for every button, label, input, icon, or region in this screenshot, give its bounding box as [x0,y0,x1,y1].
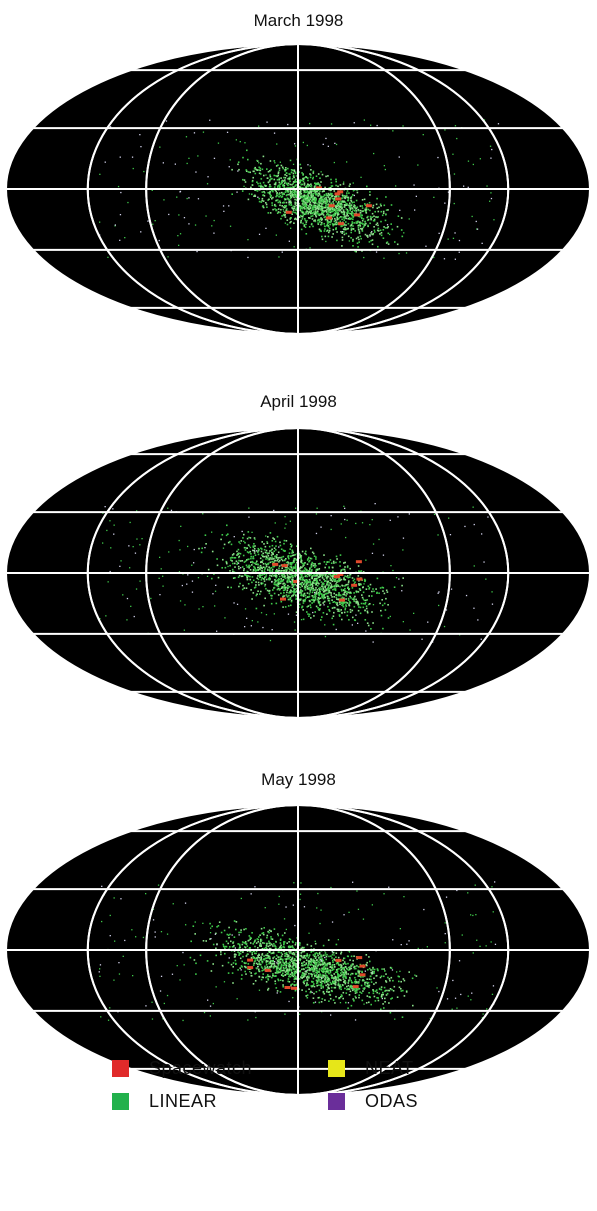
graticule [5,43,591,335]
legend-item-linear: LINEAR [112,1091,217,1112]
legend-swatch-odas [328,1093,345,1110]
legend-label-spacewatch: Spacewatch [149,1058,253,1078]
sky-map-may-1998 [5,804,591,1096]
legend-swatch-linear [112,1093,129,1110]
sky-map-march-1998 [5,43,591,335]
detection-points [99,119,500,260]
legend-label-linear: LINEAR [149,1091,218,1111]
graticule [5,804,591,1096]
legend-item-spacewatch: Spacewatch [112,1058,252,1079]
graticule [5,427,591,719]
legend-swatch-neat [328,1060,345,1077]
legend-item-neat: NEAT [328,1058,414,1079]
legend-swatch-spacewatch [112,1060,129,1077]
detection-points [99,503,498,643]
panel-title-may-1998: May 1998 [261,770,336,789]
sky-map-april-1998 [5,427,591,719]
legend-item-odas: ODAS [328,1091,418,1112]
panel-title-march-1998: March 1998 [253,11,344,30]
legend-label-neat: NEAT [365,1058,414,1078]
panel-title-april-1998: April 1998 [260,392,337,411]
legend: Spacewatch LINEAR NEAT ODAS [0,1058,597,1198]
legend-label-odas: ODAS [365,1091,419,1111]
